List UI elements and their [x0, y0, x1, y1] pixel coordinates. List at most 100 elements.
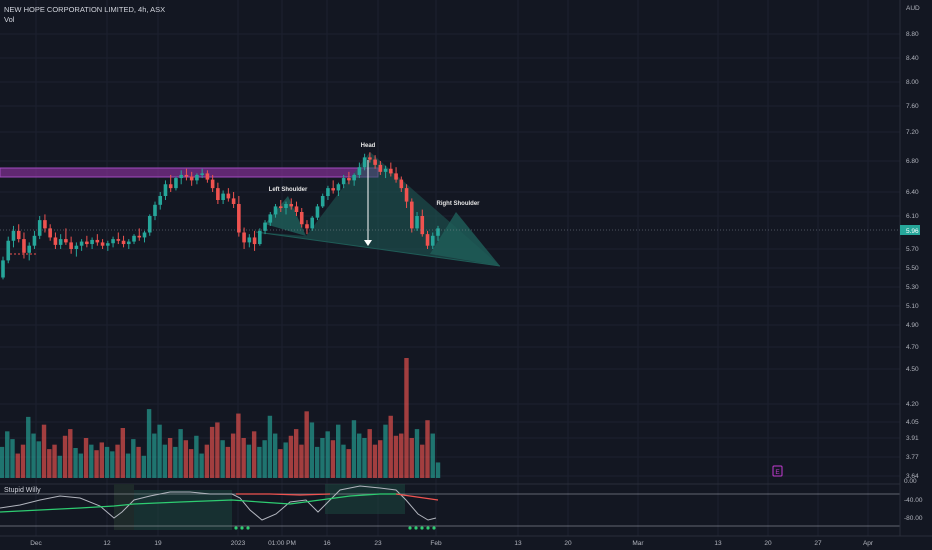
grid-lines [0, 0, 900, 536]
volume-bar [314, 446, 320, 478]
volume-bar [220, 440, 225, 478]
candle-body [399, 179, 404, 189]
candle-body [64, 239, 68, 243]
price-tick-label: 8.00 [906, 79, 919, 86]
volume-bar [378, 440, 383, 478]
candle-body [184, 174, 189, 177]
volume-bar [404, 358, 409, 478]
candle-body [22, 239, 26, 253]
volume-bar [167, 438, 173, 478]
left-shoulder-triangle[interactable] [265, 196, 306, 236]
volume-bar [157, 424, 162, 478]
candle-body [373, 159, 377, 165]
candle-body [85, 241, 89, 245]
volume-bar [409, 438, 414, 478]
volume-bar [0, 446, 5, 478]
price-tick-label: 5.30 [906, 284, 919, 291]
volume-bar [36, 441, 41, 478]
resistance-zone[interactable] [0, 167, 379, 178]
volume-bar [57, 455, 62, 478]
candle-body [258, 230, 262, 245]
volume-bar [152, 433, 157, 478]
candle-body [111, 239, 115, 244]
volume-bar [299, 444, 304, 478]
volume-bar [267, 415, 273, 478]
price-axis[interactable]: AUD 8.80 8.40 8.00 7.60 7.20 6.80 6.40 6.10 5.70… [899, 0, 920, 536]
candle-body [121, 240, 126, 245]
indicator-axis: 0.00 -40.00 -80.00 [904, 478, 923, 522]
candle-body [142, 232, 147, 238]
volume-series [0, 358, 441, 478]
candle-body [69, 242, 73, 249]
price-tick-label: 7.60 [906, 103, 919, 110]
candle-body [79, 241, 84, 246]
volume-bar [262, 440, 267, 478]
volume-bar [435, 462, 441, 478]
neckline[interactable] [255, 231, 501, 267]
indicator-name: Stupid Willy [4, 487, 41, 494]
candle-body [341, 178, 346, 185]
volume-bar [141, 455, 147, 478]
price-tick-label: 5.50 [906, 265, 919, 272]
indicator-red-line-2 [395, 493, 439, 501]
price-tick-label: 8.40 [906, 55, 919, 62]
volume-bar [209, 426, 215, 478]
volume-bar [104, 446, 110, 478]
candle-body [420, 216, 425, 235]
volume-bar [5, 431, 10, 478]
volume-bar [20, 444, 26, 478]
volume-bar [283, 442, 288, 478]
volume-bar [330, 440, 336, 478]
label-head[interactable]: Head [361, 143, 376, 149]
volume-bar [278, 449, 283, 478]
candle-body [27, 245, 32, 253]
volume-bar [188, 449, 194, 478]
indicator-pane[interactable]: Stupid Willy [0, 483, 900, 530]
candle-body [273, 206, 278, 215]
head-triangle[interactable] [256, 152, 500, 266]
volume-bar [62, 435, 68, 478]
price-tick-label: 4.90 [906, 322, 919, 329]
volume-bar [246, 444, 252, 478]
volume-bar [362, 438, 367, 478]
volume-bar [430, 433, 435, 478]
candle-body [163, 184, 168, 196]
candle-body [221, 193, 225, 200]
volume-bar [47, 449, 52, 478]
volume-bar [236, 413, 241, 478]
candle-body [137, 235, 142, 238]
volume-bar [346, 449, 351, 478]
time-tick-label: 13 [514, 540, 522, 547]
volume-bar [414, 429, 420, 478]
time-tick-label: 23 [374, 540, 382, 547]
volume-bar [99, 442, 105, 478]
candle-body [168, 184, 173, 189]
right-shoulder-triangle[interactable] [430, 212, 500, 266]
volume-bar [304, 411, 309, 478]
candle-body [95, 239, 100, 243]
candle-body [315, 206, 320, 218]
candle-body [43, 220, 47, 229]
volume-bar [131, 439, 136, 478]
time-tick-label: 20 [564, 540, 572, 547]
price-tick-label: 3.91 [906, 435, 919, 442]
candle-body [268, 214, 273, 223]
candle-body [179, 174, 183, 179]
time-axis[interactable]: Dec 12 19 2023 01:00 PM 16 23 Feb 13 20 Mar 13 20 27 A… [30, 540, 874, 547]
price-tick-label: 7.20 [906, 129, 919, 136]
candle-body [116, 239, 121, 241]
label-left-shoulder[interactable]: Left Shoulder [269, 187, 308, 193]
earnings-badge[interactable] [772, 465, 783, 477]
label-right-shoulder[interactable]: Right Shoulder [437, 201, 481, 207]
candle-body [242, 232, 246, 243]
candle-body [216, 188, 220, 200]
volume-bar [215, 422, 220, 478]
volume-bar [351, 420, 357, 478]
candle-body [153, 204, 157, 216]
volume-bar [178, 429, 183, 478]
volume-bar [341, 444, 346, 478]
time-tick-label: 27 [814, 540, 822, 547]
candle-body [74, 245, 79, 249]
volume-bar [68, 429, 73, 478]
